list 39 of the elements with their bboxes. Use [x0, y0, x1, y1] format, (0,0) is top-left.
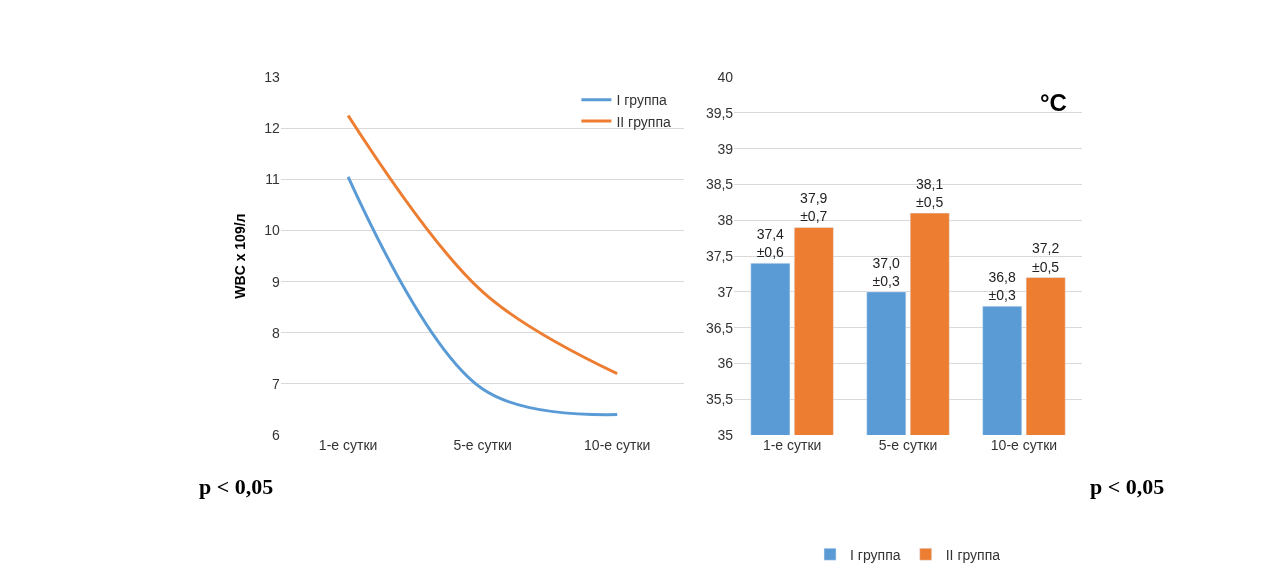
legend-label: II группа: [616, 113, 671, 130]
text: p < 0,05: [1090, 474, 1165, 499]
y-axis-title: WBC x 109/л: [231, 213, 248, 299]
data-label: 37,0 ±0,3: [872, 254, 901, 289]
text: p < 0,05: [199, 474, 274, 499]
data-label: 37,2 ±0,5: [1031, 240, 1060, 275]
x-tick-label: 5-е сутки: [878, 437, 938, 454]
y-tick-label: 38: [717, 212, 734, 229]
legend-label: I группа: [616, 92, 668, 109]
y-tick-label: 35,5: [705, 391, 734, 408]
x-tick-label: 1-е сутки: [318, 437, 378, 454]
x-tick-label: 10-е сутки: [990, 437, 1058, 454]
y-tick-label: 12: [264, 120, 281, 137]
y-tick-label: 8: [272, 324, 281, 341]
y-tick-label: 6: [272, 426, 281, 443]
y-tick-label: 40: [717, 69, 734, 85]
legend-label: I группа: [850, 546, 901, 563]
annotation: °C: [1040, 89, 1067, 116]
y-tick-label: 38,5: [705, 176, 734, 193]
y-tick-label: 36: [717, 355, 734, 372]
y-tick-label: 37,5: [705, 247, 734, 264]
x-tick-label: 1-е сутки: [762, 437, 822, 454]
y-tick-label: 35: [717, 426, 734, 443]
y-tick-label: 39: [717, 140, 734, 157]
data-label: 37,4 ±0,6: [756, 226, 785, 261]
x-tick-label: 10-е сутки: [584, 437, 651, 454]
data-label: 36,8 ±0,3: [988, 268, 1016, 304]
y-tick-label: 11: [265, 171, 281, 188]
y-tick-label: 7: [272, 375, 281, 392]
x-tick-label: 5-е сутки: [453, 437, 512, 454]
y-tick-label: 37: [717, 283, 734, 300]
data-label: 38,1 ±0,5: [916, 175, 944, 211]
y-tick-label: 13: [264, 69, 281, 85]
y-tick-label: 10: [264, 222, 281, 239]
y-tick-label: 9: [272, 273, 281, 290]
data-label: 37,9 ±0,7: [800, 190, 828, 225]
legend-label: II группа: [945, 546, 1001, 563]
y-tick-label: 39,5: [705, 104, 734, 121]
y-tick-label: 36,5: [705, 319, 734, 336]
